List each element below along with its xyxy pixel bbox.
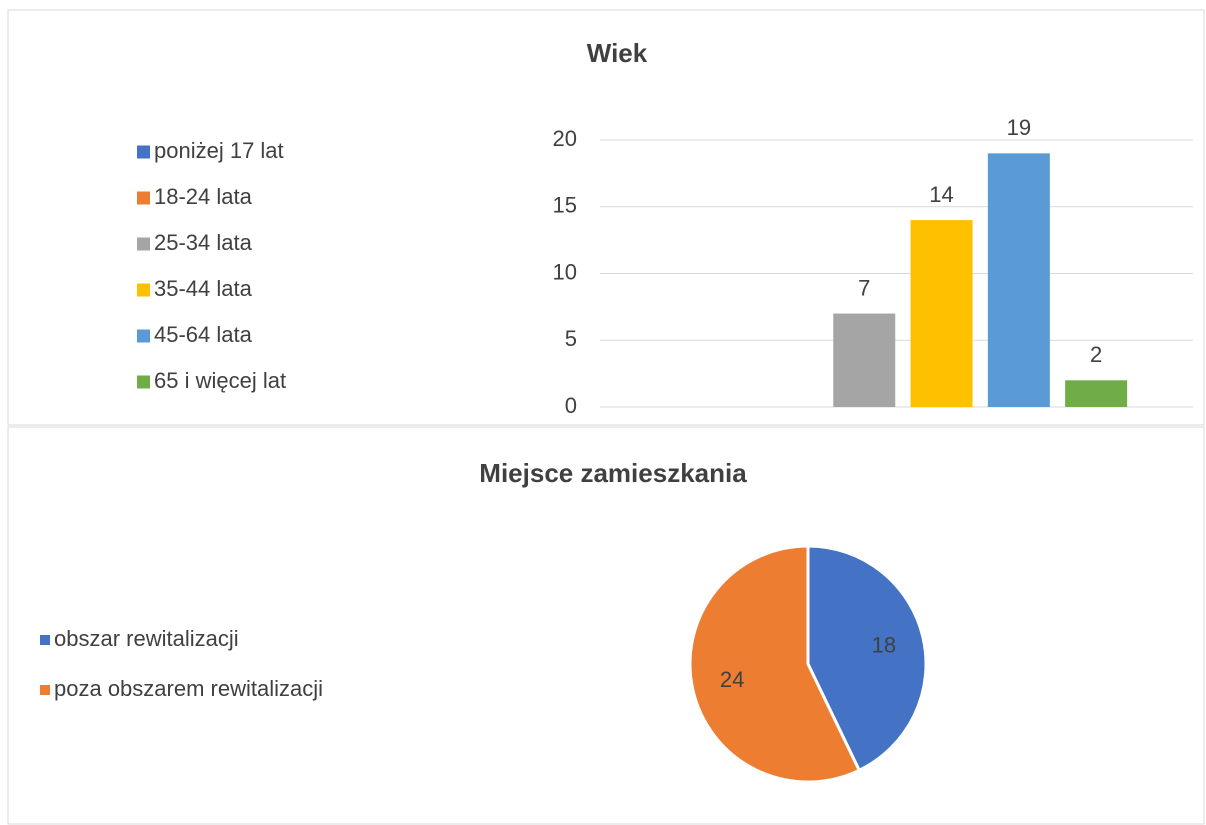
legend-swatch (40, 635, 50, 645)
bar (833, 313, 896, 407)
y-tick-label: 10 (553, 259, 577, 284)
chart-title: Miejsce zamieszkania (479, 458, 747, 488)
y-tick-label: 5 (565, 326, 577, 351)
legend-label: poza obszarem rewitalizacji (54, 676, 323, 701)
legend-label: 18-24 lata (154, 184, 253, 209)
legend-swatch (137, 191, 150, 205)
bar (1065, 380, 1128, 407)
pie-slice (806, 544, 928, 773)
legend-swatch (137, 375, 150, 389)
legend-label: obszar rewitalizacji (54, 626, 239, 651)
y-tick-label: 20 (553, 126, 577, 151)
legend-swatch (40, 685, 50, 695)
chart-title: Wiek (587, 38, 648, 68)
panel-border (7, 426, 1205, 825)
pie-slice (688, 544, 862, 784)
data-label: 19 (1007, 115, 1031, 140)
data-label: 7 (858, 275, 870, 300)
data-label: 24 (720, 667, 744, 692)
legend-swatch (137, 237, 150, 251)
panel-border (7, 9, 1205, 426)
y-tick-label: 15 (553, 193, 577, 218)
legend-label: 45-64 lata (154, 322, 253, 347)
legend-label: 25-34 lata (154, 230, 253, 255)
data-label: 18 (872, 632, 896, 657)
legend-swatch (137, 329, 150, 343)
legend-label: poniżej 17 lat (154, 138, 284, 163)
bar (910, 220, 973, 407)
y-tick-label: 0 (565, 393, 577, 418)
legend-label: 35-44 lata (154, 276, 253, 301)
bar (987, 153, 1050, 407)
legend-swatch (137, 283, 150, 297)
data-label: 14 (929, 182, 953, 207)
data-label: 2 (1090, 342, 1102, 367)
legend-label: 65 i więcej lat (154, 368, 286, 393)
legend-swatch (137, 145, 150, 159)
